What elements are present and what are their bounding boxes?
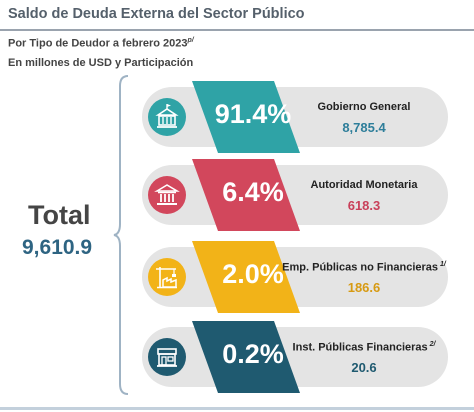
chart-units: En millones de USD y Participación	[8, 57, 194, 69]
factory-crane-icon	[148, 258, 186, 296]
total-value: 9,610.9	[22, 236, 93, 259]
row-panel	[142, 87, 448, 147]
category-row: 91.4% Gobierno General 8,785.4	[142, 81, 448, 153]
government-building-icon	[148, 98, 186, 136]
category-label: Autoridad Monetaria	[282, 179, 446, 191]
amount-value: 20.6	[351, 360, 377, 375]
row-panel	[142, 327, 448, 387]
share-banner	[192, 321, 300, 393]
subtitle-note: p/	[187, 37, 194, 44]
category-name: Autoridad Monetaria	[310, 179, 418, 191]
total-label: Total	[28, 200, 91, 230]
category-label: Inst. Públicas Financieras 2/	[282, 341, 446, 354]
title-divider	[0, 29, 474, 31]
category-row: 6.4% Autoridad Monetaria 618.3	[142, 159, 448, 231]
category-name: Inst. Públicas Financieras	[292, 341, 428, 354]
category-name: Emp. Públicas no Financieras	[282, 261, 439, 274]
subtitle-text: Por Tipo de Deudor a febrero 2023	[8, 37, 188, 50]
share-banner	[192, 159, 300, 231]
bottom-divider	[0, 407, 474, 410]
share-banner	[192, 81, 300, 153]
amount-value: 186.6	[347, 280, 381, 295]
bracket	[113, 75, 129, 395]
share-percentage: 6.4%	[222, 177, 284, 207]
category-label: Emp. Públicas no Financieras 1/	[282, 261, 446, 274]
share-banner	[192, 241, 300, 313]
share-percentage: 2.0%	[222, 259, 284, 289]
row-panel	[142, 247, 448, 307]
chart-subtitle: Por Tipo de Deudor a febrero 2023p/	[8, 37, 194, 50]
bank-columns-icon	[148, 176, 186, 214]
chart-title: Saldo de Deuda Externa del Sector Públic…	[8, 6, 305, 22]
category-note: 2/	[427, 341, 436, 348]
share-percentage: 91.4%	[214, 99, 292, 129]
category-note: 1/	[438, 261, 446, 268]
share-percentage: 0.2%	[222, 339, 284, 369]
amount-value: 8,785.4	[342, 120, 386, 135]
row-panel	[142, 165, 448, 225]
amount-value: 618.3	[347, 198, 381, 213]
category-row: 2.0% Emp. Públicas no Financieras 1/186.6	[142, 241, 448, 313]
institution-storefront-icon	[148, 338, 186, 376]
category-name: Gobierno General	[317, 101, 411, 113]
category-row: 0.2% Inst. Públicas Financieras 2/20.6	[142, 321, 448, 393]
category-label: Gobierno General	[282, 101, 446, 113]
